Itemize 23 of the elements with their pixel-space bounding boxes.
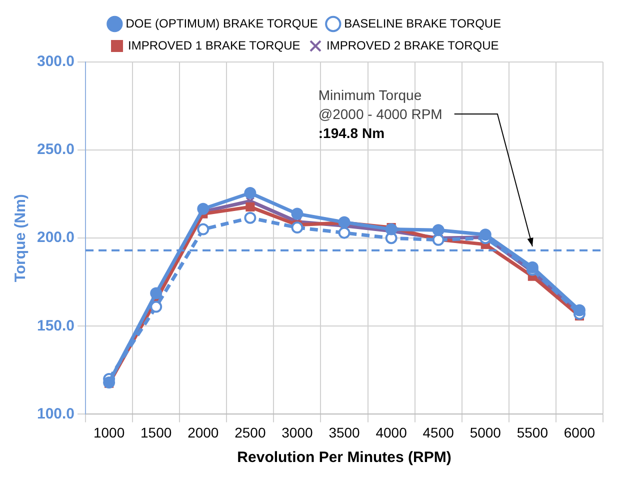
x-tick-label: 6000 bbox=[564, 424, 596, 440]
x-tick-label: 2500 bbox=[234, 424, 266, 440]
y-axis-title: Torque (Nm) bbox=[12, 194, 30, 282]
x-tick-label: 3500 bbox=[328, 424, 360, 440]
y-tick-label: 200.0 bbox=[36, 229, 75, 246]
legend-label: DOE (OPTIMUM) BRAKE TORQUE bbox=[126, 16, 318, 30]
x-axis-title: Revolution Per Minutes (RPM) bbox=[237, 449, 452, 466]
x-tick-label: 1000 bbox=[93, 424, 125, 440]
y-tick-label: 100.0 bbox=[36, 405, 75, 422]
y-tick-label: 250.0 bbox=[36, 141, 75, 158]
x-tick-label: 5000 bbox=[470, 424, 502, 440]
annotation: Minimum Torque @2000 - 4000 RPM :194.8 Nm bbox=[318, 87, 442, 141]
legend-label: IMPROVED 2 BRAKE TORQUE bbox=[326, 38, 499, 52]
legend-label: IMPROVED 1 BRAKE TORQUE bbox=[128, 38, 300, 52]
legend-label: BASELINE BRAKE TORQUE bbox=[344, 16, 502, 30]
x-tick-label: 2000 bbox=[188, 424, 219, 440]
x-tick-label: 5500 bbox=[516, 424, 548, 440]
x-tick-label: 1500 bbox=[140, 424, 172, 440]
x-tick-label: 3000 bbox=[282, 424, 314, 440]
y-tick-label: 150.0 bbox=[36, 317, 75, 334]
y-tick-label: 300.0 bbox=[36, 53, 75, 70]
x-tick-label: 4000 bbox=[376, 424, 408, 440]
x-tick-label: 4500 bbox=[422, 424, 454, 440]
